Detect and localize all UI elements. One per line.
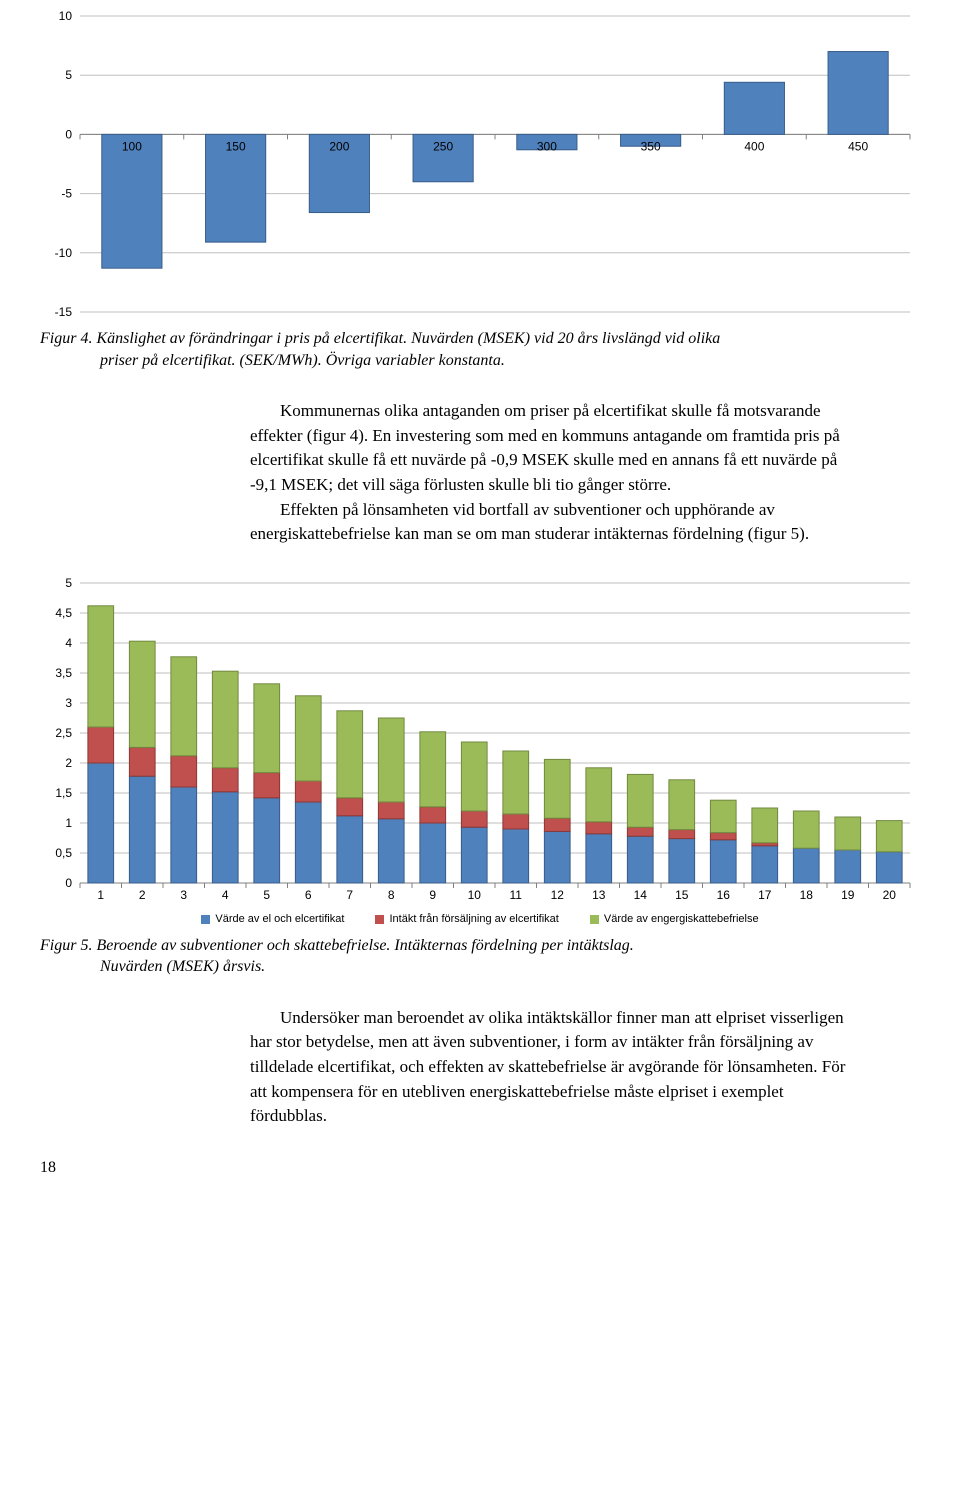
caption-4-line-1: Figur 4. Känslighet av förändringar i pr… — [40, 330, 720, 347]
svg-text:1: 1 — [65, 816, 72, 830]
paragraph-3: Undersöker man beroendet av olika intäkt… — [250, 1006, 860, 1129]
svg-text:7: 7 — [346, 888, 353, 902]
paragraph-1: Kommunernas olika antaganden om priser p… — [250, 399, 860, 498]
svg-text:-15: -15 — [55, 305, 73, 319]
svg-text:3: 3 — [65, 696, 72, 710]
svg-text:10: 10 — [468, 888, 482, 902]
legend-item-green: Värde av engergiskattebefrielse — [590, 913, 759, 925]
legend-label-green: Värde av engergiskattebefrielse — [604, 913, 759, 925]
paragraph-2: Effekten på lönsamheten vid bortfall av … — [250, 498, 860, 547]
svg-text:0: 0 — [65, 127, 72, 141]
svg-text:1,5: 1,5 — [55, 786, 72, 800]
figure-5-legend: Värde av el och elcertifikat Intäkt från… — [40, 913, 920, 927]
svg-text:10: 10 — [59, 10, 73, 23]
svg-text:-5: -5 — [61, 187, 72, 201]
svg-text:4,5: 4,5 — [55, 606, 72, 620]
svg-text:4: 4 — [222, 888, 229, 902]
legend-swatch-green — [590, 915, 599, 924]
svg-text:12: 12 — [551, 888, 565, 902]
svg-text:13: 13 — [592, 888, 606, 902]
figure-4-chart: -15 -10 -5 0 5 10 100 150 200 250 300 350 400 450 — [40, 10, 920, 320]
svg-text:300: 300 — [537, 139, 557, 153]
svg-text:250: 250 — [433, 139, 453, 153]
svg-text:20: 20 — [883, 888, 897, 902]
svg-text:17: 17 — [758, 888, 772, 902]
svg-text:-10: -10 — [55, 246, 73, 260]
svg-text:11: 11 — [510, 888, 523, 902]
svg-text:2: 2 — [65, 756, 72, 770]
legend-item-red: Intäkt från försäljning av elcertifikat — [375, 913, 558, 925]
svg-text:0,5: 0,5 — [55, 846, 72, 860]
svg-text:3,5: 3,5 — [55, 666, 72, 680]
page-number: 18 — [40, 1159, 920, 1177]
body-paragraphs-1: Kommunernas olika antaganden om priser p… — [250, 399, 860, 547]
legend-item-blue: Värde av el och elcertifikat — [201, 913, 344, 925]
svg-text:5: 5 — [65, 68, 72, 82]
svg-text:5: 5 — [65, 577, 72, 590]
svg-text:15: 15 — [675, 888, 689, 902]
svg-text:2: 2 — [139, 888, 146, 902]
svg-text:100: 100 — [122, 139, 142, 153]
legend-swatch-blue — [201, 915, 210, 924]
svg-text:2,5: 2,5 — [55, 726, 72, 740]
caption-4-line-2: priser på elcertifikat. (SEK/MWh). Övrig… — [40, 350, 920, 372]
legend-swatch-red — [375, 915, 384, 924]
svg-text:3: 3 — [180, 888, 187, 902]
svg-text:14: 14 — [634, 888, 648, 902]
figure-4-caption: Figur 4. Känslighet av förändringar i pr… — [40, 328, 920, 371]
svg-text:400: 400 — [744, 139, 764, 153]
caption-5-line-2: Nuvärden (MSEK) årsvis. — [40, 956, 920, 978]
body-paragraphs-2: Undersöker man beroendet av olika intäkt… — [250, 1006, 860, 1129]
figure-5-caption: Figur 5. Beroende av subventioner och sk… — [40, 935, 920, 978]
svg-text:9: 9 — [429, 888, 436, 902]
legend-label-blue: Värde av el och elcertifikat — [215, 913, 344, 925]
legend-label-red: Intäkt från försäljning av elcertifikat — [389, 913, 558, 925]
svg-text:0: 0 — [65, 876, 72, 890]
svg-text:200: 200 — [329, 139, 349, 153]
svg-text:6: 6 — [305, 888, 312, 902]
caption-5-line-1: Figur 5. Beroende av subventioner och sk… — [40, 937, 634, 954]
svg-text:450: 450 — [848, 139, 868, 153]
svg-text:18: 18 — [800, 888, 814, 902]
svg-text:150: 150 — [226, 139, 246, 153]
svg-text:1: 1 — [97, 888, 104, 902]
figure-5-chart: 00,511,522,533,544,551234567891011121314… — [40, 577, 920, 927]
svg-text:16: 16 — [717, 888, 731, 902]
svg-text:350: 350 — [641, 139, 661, 153]
svg-text:19: 19 — [841, 888, 855, 902]
svg-text:5: 5 — [263, 888, 270, 902]
svg-text:4: 4 — [65, 636, 72, 650]
svg-text:8: 8 — [388, 888, 395, 902]
